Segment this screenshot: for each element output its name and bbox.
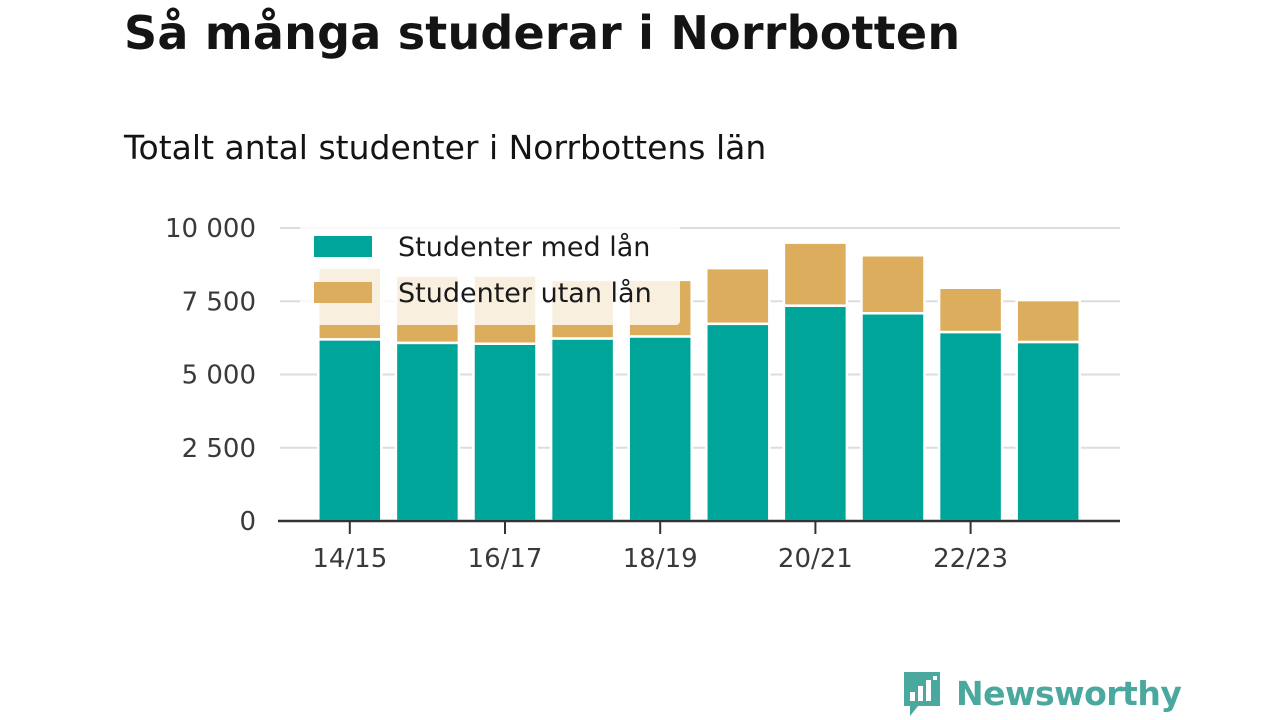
legend-label: Studenter med lån bbox=[398, 232, 650, 263]
bar-utan-lan bbox=[937, 286, 1004, 334]
bar-med-lan bbox=[472, 342, 538, 523]
bar-med-lan bbox=[317, 338, 383, 523]
bar-med-lan bbox=[937, 330, 1004, 523]
x-tick-label: 14/15 bbox=[312, 544, 387, 574]
chart-title: Så många studerar i Norrbotten bbox=[124, 6, 961, 60]
y-tick-label: 0 bbox=[239, 507, 256, 537]
axes: 0 2 500 5 000 7 500 10 000 14/15 16/17 18/19 20/… bbox=[165, 214, 1120, 574]
brand-logo: Newsworthy bbox=[902, 670, 1182, 718]
bar-med-lan bbox=[705, 322, 771, 523]
bar-med-lan bbox=[782, 304, 849, 523]
bar-med-lan bbox=[860, 312, 926, 523]
y-tick-label: 2 500 bbox=[182, 434, 256, 464]
y-tick-label: 5 000 bbox=[182, 361, 256, 391]
legend: Studenter med lån Studenter utan lån bbox=[300, 225, 680, 325]
bar-utan-lan bbox=[860, 253, 926, 315]
bar-utan-lan bbox=[705, 266, 771, 326]
bar-med-lan bbox=[549, 337, 616, 523]
x-tick-label: 16/17 bbox=[468, 544, 543, 574]
x-tick-label: 22/23 bbox=[933, 544, 1008, 574]
bar-med-lan bbox=[1015, 340, 1081, 523]
x-tick-label: 18/19 bbox=[623, 544, 698, 574]
bar-utan-lan bbox=[782, 241, 849, 307]
brand-name: Newsworthy bbox=[956, 674, 1182, 713]
y-tick-label: 7 500 bbox=[182, 287, 256, 317]
legend-box bbox=[300, 225, 680, 325]
bar-med-lan bbox=[394, 341, 461, 523]
legend-label: Studenter utan lån bbox=[398, 278, 652, 309]
bar-utan-lan bbox=[1015, 298, 1081, 344]
bar-chart-speech-bubble-icon bbox=[904, 672, 940, 716]
bar-med-lan bbox=[627, 335, 693, 523]
legend-swatch bbox=[314, 236, 372, 257]
y-tick-label: 10 000 bbox=[165, 214, 256, 244]
x-tick-label: 20/21 bbox=[778, 544, 853, 574]
legend-swatch bbox=[314, 282, 372, 303]
chart-subtitle: Totalt antal studenter i Norrbottens län bbox=[124, 128, 767, 167]
